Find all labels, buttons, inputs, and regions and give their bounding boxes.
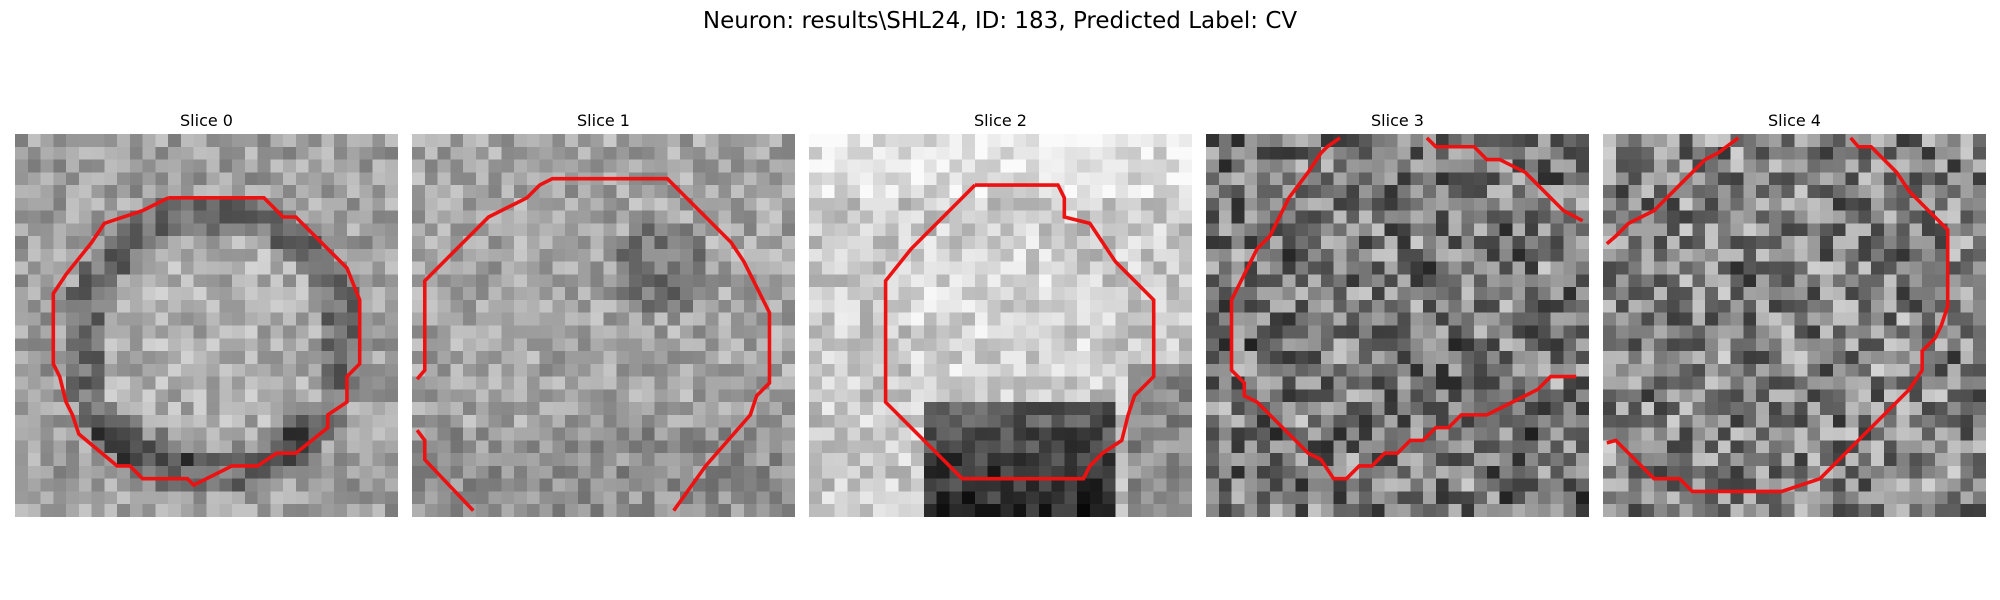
contour-line: [1425, 136, 1584, 223]
slice-title-3: Slice 3: [1371, 111, 1424, 130]
contour-line: [1229, 136, 1577, 481]
slice-panel-4: Slice 4: [1603, 110, 1986, 517]
slice-title-0: Slice 0: [180, 111, 233, 130]
slice-title-2: Slice 2: [974, 111, 1027, 130]
contour-line: [415, 176, 772, 512]
contour-line: [51, 196, 362, 488]
slice-panel-2: Slice 2: [809, 110, 1192, 517]
slice-panel-0: Slice 0: [15, 110, 398, 517]
slice-title-1: Slice 1: [577, 111, 630, 130]
contour-line: [415, 429, 475, 512]
slice-title-4: Slice 4: [1768, 111, 1821, 130]
slice-image-4: [1603, 134, 1986, 517]
slice-panel-1: Slice 1: [412, 110, 795, 517]
slice-image-1: [412, 134, 795, 517]
contour-line: [1605, 136, 1740, 246]
figure-title: Neuron: results\SHL24, ID: 183, Predicte…: [702, 8, 1298, 34]
slice-image-3: [1206, 134, 1589, 517]
contour-line: [883, 183, 1156, 481]
slice-panel-3: Slice 3: [1206, 110, 1589, 517]
slice-image-0: [15, 134, 398, 517]
slice-image-2: [809, 134, 1192, 517]
contour-line: [1606, 136, 1950, 494]
